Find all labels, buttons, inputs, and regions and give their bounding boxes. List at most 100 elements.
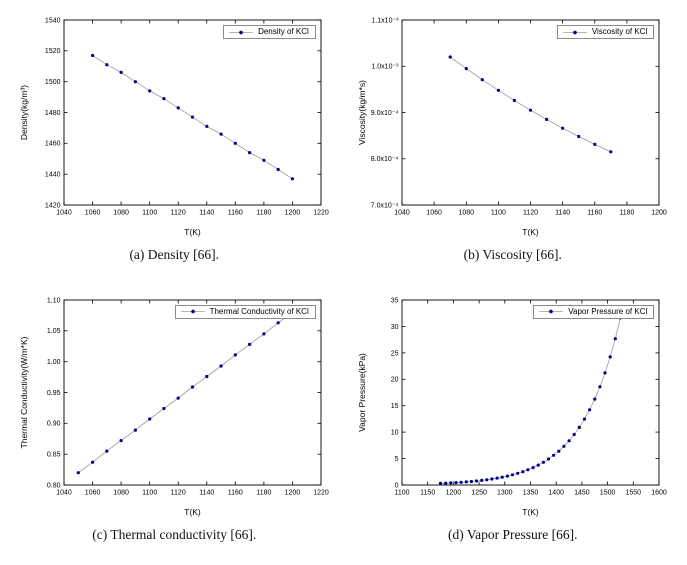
svg-text:1080: 1080 xyxy=(113,489,129,496)
legend-label-vapor-pressure: Vapor Pressure of KCl xyxy=(568,306,648,316)
svg-text:1160: 1160 xyxy=(228,489,243,496)
svg-text:1.10: 1.10 xyxy=(47,297,61,304)
svg-text:1160: 1160 xyxy=(228,210,243,217)
svg-text:Vapor Pressure(kPa): Vapor Pressure(kPa) xyxy=(357,352,367,431)
svg-text:1440: 1440 xyxy=(45,172,61,179)
svg-text:1420: 1420 xyxy=(45,202,61,209)
svg-text:1350: 1350 xyxy=(523,489,539,496)
svg-text:1200: 1200 xyxy=(446,489,462,496)
svg-text:1540: 1540 xyxy=(45,17,61,24)
svg-text:1300: 1300 xyxy=(497,489,513,496)
svg-text:1060: 1060 xyxy=(85,210,101,217)
chart-vapor-pressure: 1100 1150 1200 1250 1300 1350 1400 1450 1500 1550… xyxy=(355,289,671,543)
svg-text:0.95: 0.95 xyxy=(47,389,61,396)
svg-text:1200: 1200 xyxy=(651,210,667,217)
svg-text:1060: 1060 xyxy=(427,210,443,217)
legend-line-marker-icon xyxy=(180,309,205,314)
svg-text:1040: 1040 xyxy=(56,210,72,217)
svg-text:1550: 1550 xyxy=(626,489,642,496)
legend-density: Density of KCl xyxy=(223,25,316,39)
svg-text:1150: 1150 xyxy=(420,489,435,496)
svg-text:1200: 1200 xyxy=(284,489,300,496)
chart-density: 1040 1060 1080 1100 1120 1140 1160 1180 1200 1220… xyxy=(16,10,332,263)
legend-viscosity: Viscosity of KCl xyxy=(556,25,655,39)
legend-thermal-conductivity: Thermal Conductivity of KCl xyxy=(174,304,316,319)
svg-text:1140: 1140 xyxy=(199,210,214,217)
caption-c: (c) Thermal conductivity [66]. xyxy=(92,526,257,542)
svg-text:0.85: 0.85 xyxy=(47,451,61,458)
svg-text:Viscosity(kg/m*s): Viscosity(kg/m*s) xyxy=(357,80,367,145)
svg-text:Thermal Conductivity(W/m*K): Thermal Conductivity(W/m*K) xyxy=(19,336,29,448)
svg-text:1.05: 1.05 xyxy=(47,328,61,335)
svg-text:1120: 1120 xyxy=(523,210,538,217)
legend-line-marker-icon xyxy=(562,30,587,34)
svg-text:T(K): T(K) xyxy=(522,227,539,237)
svg-text:1180: 1180 xyxy=(256,489,271,496)
caption-d: (d) Vapor Pressure [66]. xyxy=(448,526,578,542)
svg-text:1480: 1480 xyxy=(45,110,61,117)
svg-text:1500: 1500 xyxy=(45,79,61,86)
svg-text:1040: 1040 xyxy=(394,210,410,217)
svg-text:15: 15 xyxy=(391,403,399,410)
svg-text:10: 10 xyxy=(391,429,399,436)
svg-text:1040: 1040 xyxy=(56,489,72,496)
svg-text:9.0x10⁻⁴: 9.0x10⁻⁴ xyxy=(371,110,399,117)
legend-label-viscosity: Viscosity of KCl xyxy=(591,27,648,36)
svg-text:20: 20 xyxy=(391,376,399,383)
svg-text:35: 35 xyxy=(391,297,399,304)
svg-text:1080: 1080 xyxy=(459,210,475,217)
svg-text:1080: 1080 xyxy=(113,210,129,217)
svg-text:1500: 1500 xyxy=(600,489,616,496)
svg-text:1100: 1100 xyxy=(395,489,410,496)
svg-text:1250: 1250 xyxy=(472,489,488,496)
svg-text:1600: 1600 xyxy=(651,489,667,496)
svg-text:T(K): T(K) xyxy=(184,507,201,517)
svg-text:1460: 1460 xyxy=(45,141,61,148)
svg-text:1100: 1100 xyxy=(142,489,157,496)
svg-text:5: 5 xyxy=(395,456,399,463)
svg-text:25: 25 xyxy=(391,350,399,357)
svg-text:1140: 1140 xyxy=(555,210,570,217)
caption-a: (a) Density [66]. xyxy=(129,247,220,262)
svg-text:1180: 1180 xyxy=(256,210,271,217)
svg-text:1060: 1060 xyxy=(85,489,101,496)
thermal-conductivity-plot-svg: 1040 1060 1080 1100 1120 1140 1160 1180 1200 1220… xyxy=(16,289,332,518)
svg-text:1220: 1220 xyxy=(313,489,329,496)
svg-text:30: 30 xyxy=(391,323,399,330)
svg-text:1.0x10⁻³: 1.0x10⁻³ xyxy=(372,64,400,71)
svg-text:0.90: 0.90 xyxy=(47,420,61,427)
legend-line-marker-icon xyxy=(229,30,254,34)
svg-text:0: 0 xyxy=(395,482,399,489)
svg-text:1220: 1220 xyxy=(313,210,329,217)
svg-text:1400: 1400 xyxy=(549,489,565,496)
svg-text:1140: 1140 xyxy=(199,489,214,496)
svg-text:7.0x10⁻⁴: 7.0x10⁻⁴ xyxy=(371,202,399,209)
legend-label-thermal-conductivity: Thermal Conductivity of KCl xyxy=(209,306,309,316)
svg-text:1120: 1120 xyxy=(170,489,185,496)
svg-text:0.80: 0.80 xyxy=(47,482,61,489)
svg-text:T(K): T(K) xyxy=(522,507,539,517)
svg-text:1100: 1100 xyxy=(491,210,506,217)
svg-text:1100: 1100 xyxy=(142,210,157,217)
chart-viscosity: 1040 1060 1080 1100 1120 1140 1160 1180 1200 7.0x… xyxy=(355,10,671,263)
legend-vapor-pressure: Vapor Pressure of KCl xyxy=(533,304,655,319)
svg-text:T(K): T(K) xyxy=(184,227,201,237)
legend-label-density: Density of KCl xyxy=(258,27,309,36)
viscosity-plot-svg: 1040 1060 1080 1100 1120 1140 1160 1180 1200 7.0x… xyxy=(355,10,671,238)
vapor-pressure-plot-svg: 1100 1150 1200 1250 1300 1350 1400 1450 1500 1550… xyxy=(355,289,671,518)
svg-text:1200: 1200 xyxy=(284,210,300,217)
caption-b: (b) Viscosity [66]. xyxy=(463,247,562,262)
density-plot-svg: 1040 1060 1080 1100 1120 1140 1160 1180 1200 1220… xyxy=(16,10,332,238)
svg-text:1180: 1180 xyxy=(620,210,635,217)
svg-text:1160: 1160 xyxy=(588,210,603,217)
svg-text:8.0x10⁻⁴: 8.0x10⁻⁴ xyxy=(371,156,399,163)
svg-text:1120: 1120 xyxy=(170,210,185,217)
svg-text:Density(kg/m³): Density(kg/m³) xyxy=(19,85,29,140)
chart-thermal-conductivity: 1040 1060 1080 1100 1120 1140 1160 1180 1200 1220… xyxy=(16,289,332,543)
svg-text:1520: 1520 xyxy=(45,48,61,55)
svg-text:1.00: 1.00 xyxy=(47,359,61,366)
svg-text:1450: 1450 xyxy=(574,489,590,496)
legend-line-marker-icon xyxy=(539,309,564,314)
svg-text:1.1x10⁻³: 1.1x10⁻³ xyxy=(372,17,400,24)
